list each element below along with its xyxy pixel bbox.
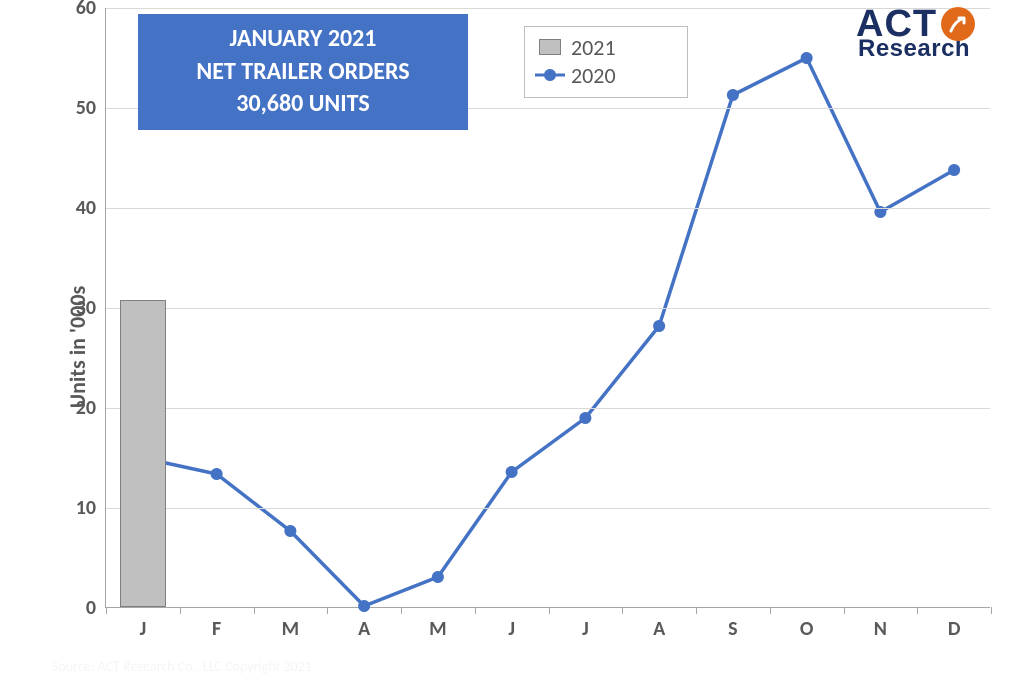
- y-tick-label: 60: [76, 0, 96, 20]
- x-tick-mark: [770, 607, 771, 614]
- act-research-logo: ACT Research: [856, 2, 1016, 64]
- x-tick-label: J: [508, 617, 515, 641]
- y-tick-label: 0: [86, 596, 96, 620]
- chart-title-box: JANUARY 2021 NET TRAILER ORDERS 30,680 U…: [138, 14, 468, 130]
- line-marker: [358, 600, 370, 612]
- logo-arrow-icon: [941, 7, 975, 41]
- legend-swatch-line-icon: [535, 67, 565, 83]
- x-tick-mark: [917, 607, 918, 614]
- line-marker: [506, 466, 518, 478]
- title-line-2: NET TRAILER ORDERS: [196, 56, 409, 88]
- x-tick-mark: [622, 607, 623, 614]
- x-tick-label: S: [728, 617, 737, 641]
- y-tick-label: 40: [76, 196, 96, 220]
- x-tick-mark: [844, 607, 845, 614]
- x-tick-label: O: [800, 617, 814, 641]
- x-tick-label: A: [653, 617, 665, 641]
- x-tick-mark: [696, 607, 697, 614]
- y-tick-label: 50: [76, 96, 96, 120]
- x-tick-mark: [475, 607, 476, 614]
- gridline: [106, 408, 990, 409]
- gridline: [106, 508, 990, 509]
- logo-text-bottom: Research: [858, 38, 970, 60]
- y-tick-label: 10: [76, 496, 96, 520]
- x-tick-label: J: [140, 617, 147, 641]
- y-tick-label: 20: [76, 396, 96, 420]
- legend-label-2021: 2021: [571, 34, 616, 61]
- x-tick-mark: [549, 607, 550, 614]
- x-tick-mark: [254, 607, 255, 614]
- legend-swatch-bar-icon: [539, 39, 561, 55]
- x-tick-mark: [180, 607, 181, 614]
- legend-item-2020: 2020: [535, 61, 677, 89]
- x-tick-label: M: [429, 617, 446, 641]
- x-tick-mark: [991, 607, 992, 614]
- line-marker: [432, 571, 444, 583]
- line-marker: [948, 164, 960, 176]
- legend-label-2020: 2020: [571, 62, 616, 89]
- x-tick-label: F: [212, 617, 221, 641]
- line-marker: [579, 412, 591, 424]
- line-marker: [653, 320, 665, 332]
- title-line-1: JANUARY 2021: [230, 23, 377, 55]
- x-tick-mark: [327, 607, 328, 614]
- line-marker: [284, 525, 296, 537]
- gridline: [106, 208, 990, 209]
- line-2020: [143, 58, 954, 606]
- legend-item-2021: 2021: [535, 33, 677, 61]
- x-tick-label: N: [874, 617, 887, 641]
- source-text: Source: ACT Research Co., LLC Copyright …: [52, 658, 312, 675]
- legend: 2021 2020: [524, 26, 688, 98]
- line-marker: [211, 468, 223, 480]
- x-tick-mark: [106, 607, 107, 614]
- gridline: [106, 308, 990, 309]
- title-line-3: 30,680 UNITS: [236, 88, 369, 120]
- bar-2021: [120, 300, 166, 607]
- line-marker: [727, 89, 739, 101]
- x-tick-label: A: [358, 617, 370, 641]
- y-tick-label: 30: [76, 296, 96, 320]
- trailer-orders-chart: Units in '000s 0102030405060JFMAMJJASOND…: [0, 0, 1024, 693]
- line-marker: [801, 52, 813, 64]
- x-tick-label: D: [948, 617, 961, 641]
- x-tick-mark: [401, 607, 402, 614]
- x-tick-label: J: [582, 617, 589, 641]
- x-tick-label: M: [282, 617, 299, 641]
